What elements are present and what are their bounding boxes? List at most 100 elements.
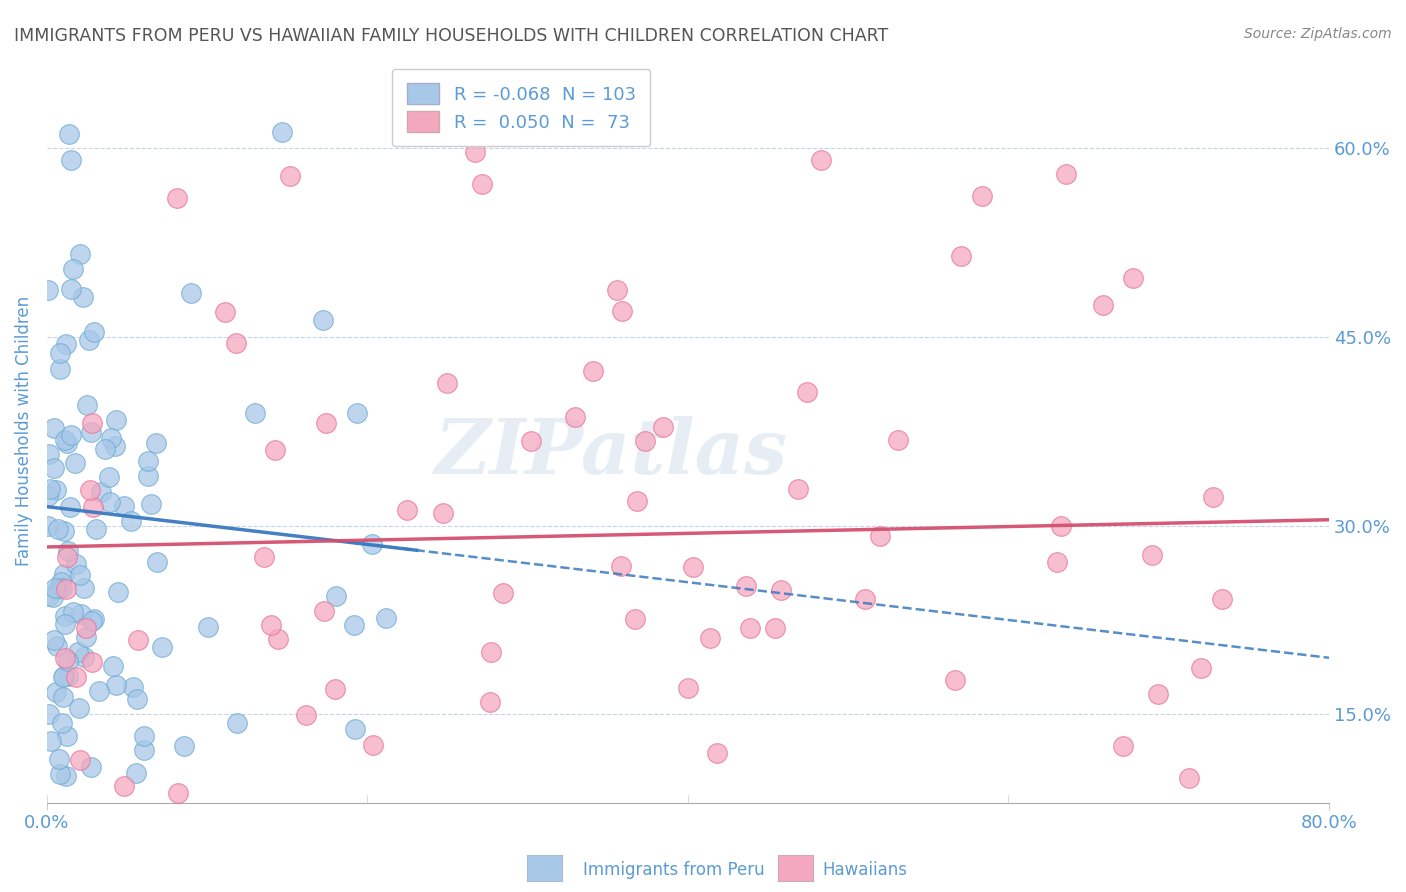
Point <box>75 631 97 645</box>
Point <box>51 581 73 595</box>
Point <box>346 406 368 420</box>
Point <box>46 523 69 537</box>
Point <box>374 611 396 625</box>
Point <box>97 470 120 484</box>
Point <box>44 632 66 647</box>
Point <box>610 304 633 318</box>
Point <box>471 177 494 191</box>
Point <box>80 425 103 439</box>
Point <box>1046 555 1069 569</box>
Point <box>82 500 104 515</box>
Point <box>1054 167 1077 181</box>
Point <box>38 707 60 722</box>
Point <box>56 549 79 564</box>
Point <box>492 585 515 599</box>
Point <box>1122 270 1144 285</box>
Point <box>633 434 655 449</box>
Point <box>56 729 79 743</box>
Point <box>763 621 786 635</box>
Point <box>150 640 173 654</box>
Point <box>107 585 129 599</box>
Point <box>887 433 910 447</box>
Point <box>1049 518 1071 533</box>
Point <box>60 427 83 442</box>
Point <box>104 439 127 453</box>
Point <box>136 468 159 483</box>
Point <box>520 434 543 449</box>
Text: ZIPatlas: ZIPatlas <box>434 417 787 491</box>
Point <box>53 524 76 538</box>
Point <box>52 690 75 704</box>
Point <box>1140 548 1163 562</box>
Point <box>125 691 148 706</box>
Point <box>69 247 91 261</box>
Point <box>58 127 80 141</box>
Point <box>295 708 318 723</box>
Point <box>853 592 876 607</box>
Point <box>42 461 65 475</box>
Point <box>53 650 76 665</box>
Point <box>76 398 98 412</box>
Point <box>70 607 93 621</box>
Text: IMMIGRANTS FROM PERU VS HAWAIIAN FAMILY HOUSEHOLDS WITH CHILDREN CORRELATION CHA: IMMIGRANTS FROM PERU VS HAWAIIAN FAMILY … <box>14 27 889 45</box>
Point <box>46 582 69 596</box>
Point <box>315 416 337 430</box>
Point <box>323 681 346 696</box>
Point <box>55 769 77 783</box>
Point <box>278 169 301 183</box>
Point <box>769 582 792 597</box>
Text: Source: ZipAtlas.com: Source: ZipAtlas.com <box>1244 27 1392 41</box>
Point <box>132 743 155 757</box>
Point <box>145 436 167 450</box>
Point <box>312 312 335 326</box>
Point <box>122 680 145 694</box>
Point <box>112 499 135 513</box>
Point <box>395 503 418 517</box>
Point <box>48 752 70 766</box>
Text: Hawaiians: Hawaiians <box>823 861 907 879</box>
Point <box>53 609 76 624</box>
Point <box>464 145 486 160</box>
Point <box>264 443 287 458</box>
Point <box>65 557 87 571</box>
Point <box>58 654 80 668</box>
Point <box>970 189 993 203</box>
Point <box>90 485 112 500</box>
Point <box>1178 771 1201 785</box>
Point <box>253 550 276 565</box>
Point <box>173 739 195 753</box>
Point <box>56 436 79 450</box>
Point <box>214 304 236 318</box>
Point <box>49 766 72 780</box>
Point <box>38 482 60 496</box>
Point <box>67 701 90 715</box>
Point <box>82 416 104 430</box>
Point <box>167 786 190 800</box>
Point <box>112 779 135 793</box>
Point <box>38 447 60 461</box>
Point <box>949 249 972 263</box>
Point <box>105 678 128 692</box>
Point <box>80 614 103 628</box>
Point <box>325 589 347 603</box>
Point <box>738 621 761 635</box>
Point <box>53 617 76 632</box>
Point <box>59 282 82 296</box>
Point <box>100 432 122 446</box>
Point <box>245 406 267 420</box>
Point <box>120 514 142 528</box>
Point <box>1112 739 1135 753</box>
Point <box>83 325 105 339</box>
Point <box>478 695 501 709</box>
Point <box>51 716 73 731</box>
Point <box>132 730 155 744</box>
Point <box>55 582 77 597</box>
Point <box>72 581 94 595</box>
Point <box>564 409 586 424</box>
Point <box>94 442 117 456</box>
Point <box>37 489 59 503</box>
Point <box>699 631 721 645</box>
Point <box>66 645 89 659</box>
Point <box>260 618 283 632</box>
Point <box>60 153 83 167</box>
